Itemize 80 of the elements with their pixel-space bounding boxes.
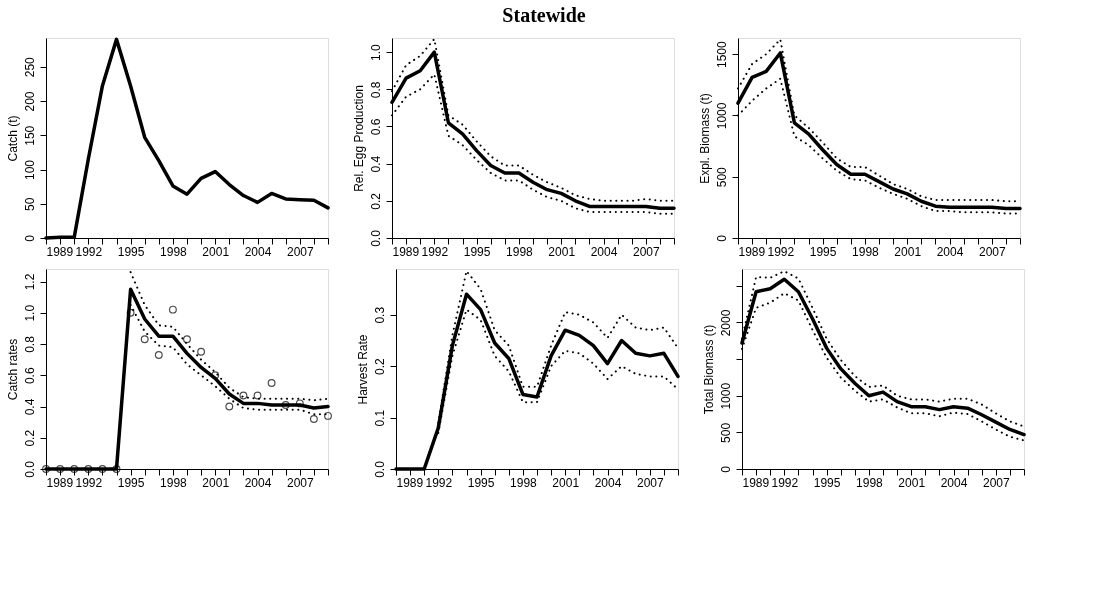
x-tick-label: 1995 (813, 475, 841, 490)
y-tick-label: 500 (718, 422, 733, 443)
x-tick-label: 2004 (244, 475, 272, 490)
x-tick-label: 2004 (936, 244, 964, 259)
y-tick-label: 0.8 (368, 81, 383, 99)
y-tick-label: 200 (22, 91, 37, 112)
y-tick-label: 0.0 (372, 460, 387, 478)
x-tick-label: 1989 (46, 244, 74, 259)
x-tick-label: 1998 (506, 244, 534, 259)
y-tick-label: 0.2 (368, 192, 383, 210)
y-tick-label: 0.2 (372, 358, 387, 376)
x-tick-label: 2007 (982, 475, 1010, 490)
y-tick-label: 1.0 (22, 304, 37, 322)
y-tick-label: 150 (22, 125, 37, 146)
x-tick-label: 2001 (898, 475, 926, 490)
x-tick-label: 1992 (425, 475, 453, 490)
y-axis-title: Total Biomass (t) (701, 324, 716, 415)
y-tick-label: 0 (22, 234, 37, 242)
x-tick-label: 1992 (75, 244, 103, 259)
y-tick-label: 0.4 (368, 155, 383, 173)
y-tick-label: 0.0 (22, 460, 37, 478)
y-tick-label: 2000 (718, 309, 733, 337)
x-tick-label: 1998 (160, 475, 188, 490)
y-tick-label: 1500 (714, 41, 729, 69)
x-tick-label: 1992 (771, 475, 799, 490)
y-tick-label: 50 (22, 197, 37, 211)
y-tick-label: 0.1 (372, 409, 387, 427)
x-tick-label: 2001 (202, 244, 230, 259)
x-tick-label: 2001 (548, 244, 576, 259)
y-tick-label: 0.4 (22, 398, 37, 416)
x-tick-label: 1998 (856, 475, 884, 490)
y-tick-label: 0.2 (22, 429, 37, 447)
x-tick-label: 2007 (978, 244, 1006, 259)
x-tick-label: 1995 (117, 244, 145, 259)
y-axis-title: Rel. Egg Production (351, 85, 366, 192)
x-tick-label: 1995 (809, 244, 837, 259)
x-tick-label: 2001 (202, 475, 230, 490)
y-tick-label: 0.6 (368, 118, 383, 136)
x-tick-label: 1992 (421, 244, 449, 259)
x-tick-label: 1989 (392, 244, 420, 259)
x-tick-label: 1998 (510, 475, 538, 490)
x-tick-label: 2004 (940, 475, 968, 490)
x-tick-label: 2001 (894, 244, 922, 259)
x-tick-label: 1995 (117, 475, 145, 490)
x-tick-label: 1992 (767, 244, 795, 259)
y-tick-label: 500 (714, 166, 729, 188)
x-tick-label: 1995 (463, 244, 491, 259)
y-tick-label: 0.8 (22, 335, 37, 353)
x-tick-label: 2004 (594, 475, 622, 490)
x-tick-label: 1992 (75, 475, 103, 490)
x-tick-label: 2007 (286, 244, 314, 259)
y-axis-title: Catch (t) (5, 115, 20, 162)
y-axis-title: Expl. Biomass (t) (697, 93, 712, 184)
y-tick-label: 1000 (714, 102, 729, 130)
x-tick-label: 1989 (742, 475, 770, 490)
x-tick-label: 2007 (636, 475, 664, 490)
y-tick-label: 0.0 (368, 229, 383, 247)
y-tick-label: 1.0 (368, 43, 383, 61)
y-tick-label: 250 (22, 56, 37, 78)
x-tick-label: 1989 (396, 475, 424, 490)
x-tick-label: 1998 (852, 244, 880, 259)
y-tick-label: 0 (718, 465, 733, 473)
x-tick-label: 2004 (590, 244, 618, 259)
x-tick-label: 1989 (46, 475, 74, 490)
y-axis-title: Catch rates (5, 338, 20, 401)
y-tick-label: 1000 (718, 382, 733, 410)
x-tick-label: 1989 (738, 244, 766, 259)
x-tick-label: 2001 (552, 475, 580, 490)
y-tick-label: 0.3 (372, 306, 387, 324)
y-tick-label: 0.6 (22, 367, 37, 385)
x-tick-label: 2007 (286, 475, 314, 490)
x-tick-label: 1995 (467, 475, 495, 490)
y-tick-label: 1.2 (22, 273, 37, 291)
x-tick-label: 1998 (160, 244, 188, 259)
x-tick-label: 2007 (632, 244, 660, 259)
y-tick-label: 100 (22, 159, 37, 181)
x-tick-label: 2004 (244, 244, 272, 259)
y-axis-title: Harvest Rate (355, 334, 370, 405)
y-tick-label: 0 (714, 234, 729, 242)
text: Statewide (502, 4, 586, 26)
